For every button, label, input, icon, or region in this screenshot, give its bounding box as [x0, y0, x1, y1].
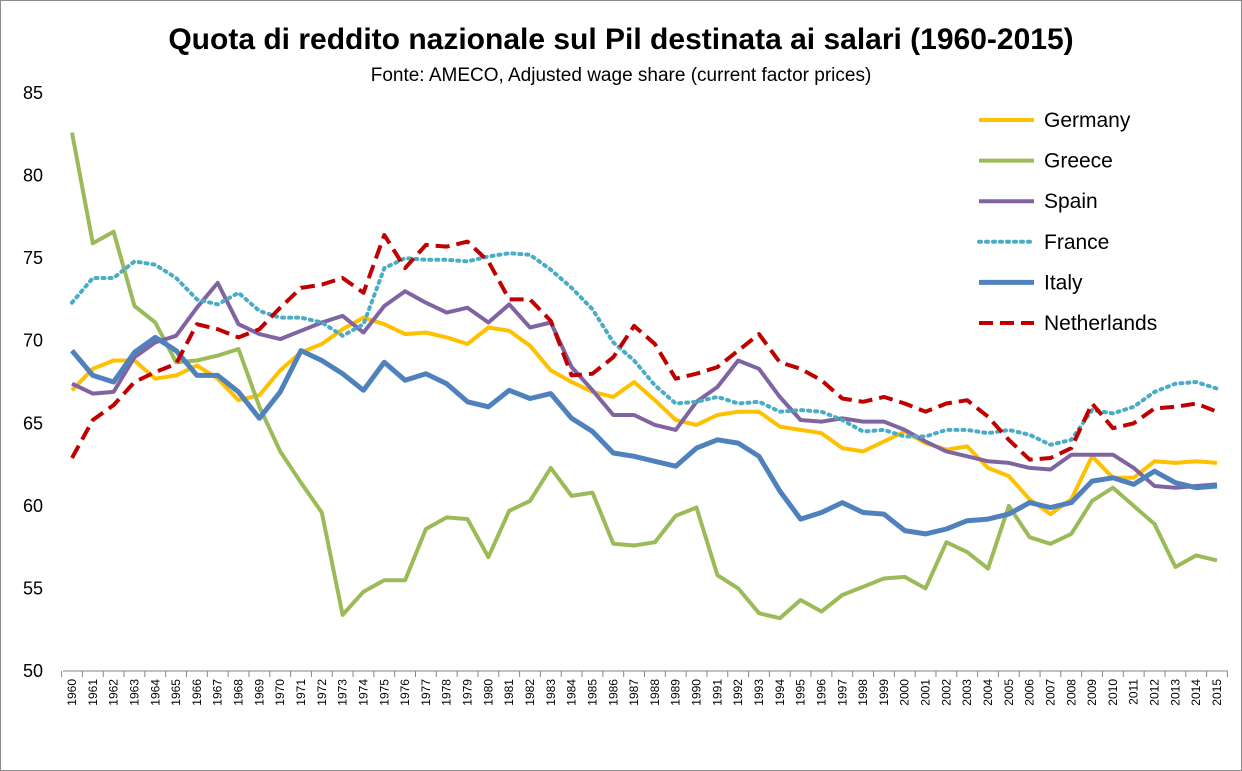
- legend-label-netherlands: Netherlands: [1044, 312, 1157, 335]
- chart-title: Quota di reddito nazionale sul Pil desti…: [168, 23, 1074, 56]
- x-tick-label: 2000: [898, 679, 912, 706]
- x-tick-label: 1991: [710, 679, 724, 706]
- chart-subtitle: Fonte: AMECO, Adjusted wage share (curre…: [370, 65, 872, 86]
- x-tick-label: 1990: [690, 679, 704, 706]
- x-tick-label: 1976: [398, 679, 412, 706]
- x-tick-label: 1995: [794, 679, 808, 706]
- x-tick-label: 1996: [814, 679, 828, 706]
- x-tick-label: 2015: [1210, 679, 1224, 706]
- x-tick-label: 1993: [752, 679, 766, 706]
- x-tick-label: 2009: [1085, 679, 1099, 706]
- x-tick-label: 1992: [731, 679, 745, 706]
- x-tick-label: 2002: [939, 679, 953, 706]
- x-tick-label: 1984: [565, 679, 579, 706]
- y-tick-label: 55: [23, 578, 43, 598]
- x-tick-label: 1997: [835, 679, 849, 706]
- x-tick-label: 1966: [190, 679, 204, 706]
- x-tick-label: 1977: [419, 679, 433, 706]
- x-tick-label: 1986: [606, 679, 620, 706]
- legend-label-greece: Greece: [1044, 150, 1113, 173]
- x-tick-label: 1963: [127, 679, 141, 706]
- y-tick-label: 70: [23, 331, 43, 351]
- x-tick-label: 1973: [336, 679, 350, 706]
- x-tick-label: 1985: [585, 679, 599, 706]
- x-tick-label: 1974: [356, 679, 370, 706]
- legend-label-germany: Germany: [1044, 109, 1131, 132]
- x-tick-label: 2011: [1127, 679, 1141, 705]
- x-tick-label: 1982: [523, 679, 537, 706]
- y-tick-label: 50: [23, 661, 43, 681]
- x-tick-label: 1980: [481, 679, 495, 706]
- legend-label-italy: Italy: [1044, 271, 1083, 294]
- x-tick-label: 2010: [1106, 679, 1120, 706]
- x-tick-label: 1978: [440, 679, 454, 706]
- x-tick-label: 1965: [169, 679, 183, 706]
- x-tick-label: 2007: [1043, 679, 1057, 706]
- series-line-germany: [70, 315, 1218, 517]
- x-tick-label: 2013: [1168, 679, 1182, 706]
- x-tick-label: 1964: [148, 679, 162, 706]
- x-tick-label: 1970: [273, 679, 287, 706]
- y-tick-label: 65: [23, 413, 43, 433]
- x-tick-label: 1999: [877, 679, 891, 706]
- x-tick-label: 1967: [211, 679, 225, 706]
- x-tick-label: 1988: [648, 679, 662, 706]
- y-tick-label: 85: [23, 83, 43, 103]
- x-tick-label: 1971: [294, 679, 308, 706]
- series-line-france: [70, 251, 1219, 447]
- x-tick-label: 1998: [856, 679, 870, 706]
- x-tick-label: 1983: [544, 679, 558, 706]
- x-tick-label: 1981: [502, 679, 516, 706]
- legend-label-france: France: [1044, 231, 1109, 254]
- x-tick-label: 1969: [252, 679, 266, 706]
- x-tick-label: 1994: [773, 679, 787, 706]
- x-tick-label: 1961: [86, 679, 100, 706]
- x-tick-label: 1979: [461, 679, 475, 706]
- x-tick-label: 1972: [315, 679, 329, 706]
- y-tick-label: 80: [23, 166, 43, 186]
- x-tick-label: 1987: [627, 679, 641, 706]
- x-tick-label: 2004: [981, 679, 995, 706]
- x-tick-label: 1960: [65, 679, 79, 706]
- x-tick-label: 2005: [1002, 679, 1016, 706]
- x-tick-label: 1962: [107, 679, 121, 706]
- y-tick-label: 60: [23, 496, 43, 516]
- x-tick-label: 1975: [377, 679, 391, 706]
- y-tick-label: 75: [23, 248, 43, 268]
- x-tick-label: 2008: [1064, 679, 1078, 706]
- x-tick-label: 2014: [1189, 679, 1203, 706]
- x-tick-label: 2012: [1148, 679, 1162, 706]
- series-line-italy: [70, 334, 1218, 537]
- legend-label-spain: Spain: [1044, 190, 1098, 213]
- x-tick-label: 1989: [669, 679, 683, 706]
- series-line-netherlands: [70, 233, 1218, 462]
- series-line-spain: [71, 280, 1218, 490]
- x-tick-label: 2006: [1023, 679, 1037, 706]
- x-tick-label: 1968: [232, 679, 246, 706]
- x-tick-label: 2003: [960, 679, 974, 706]
- x-tick-label: 2001: [919, 679, 933, 706]
